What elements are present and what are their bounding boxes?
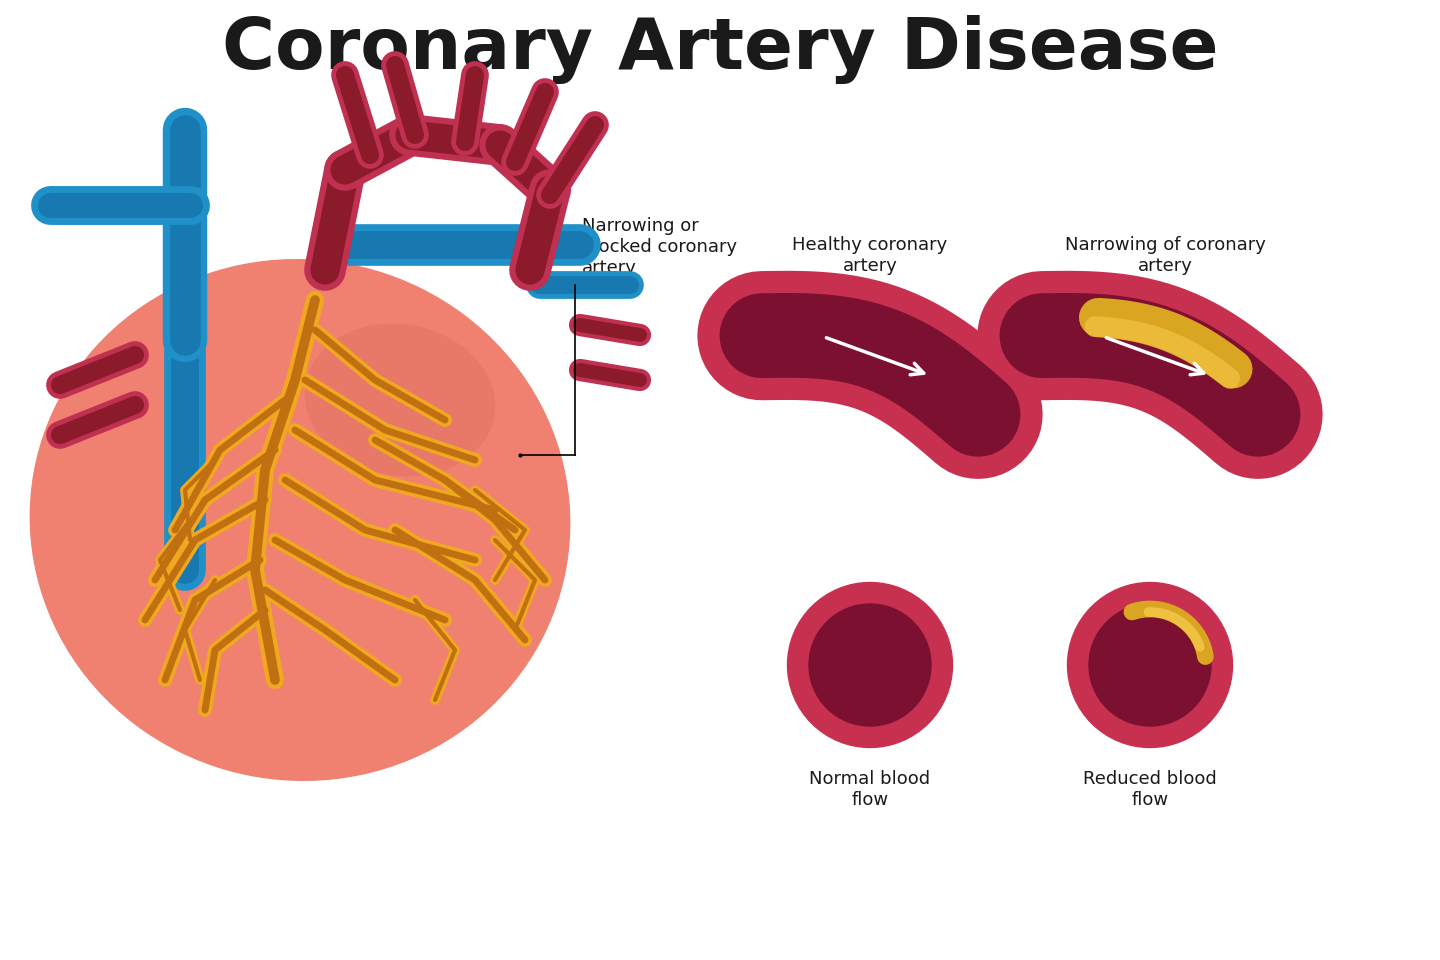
Ellipse shape <box>1067 583 1233 748</box>
Ellipse shape <box>1089 604 1211 726</box>
Ellipse shape <box>809 604 932 726</box>
Ellipse shape <box>107 298 333 463</box>
Text: Healthy coronary
artery: Healthy coronary artery <box>792 236 948 275</box>
Text: Narrowing of coronary
artery: Narrowing of coronary artery <box>1064 236 1266 275</box>
Text: Coronary Artery Disease: Coronary Artery Disease <box>222 15 1218 84</box>
Ellipse shape <box>30 260 570 780</box>
Ellipse shape <box>788 583 952 748</box>
Text: Narrowing or
blocked coronary
artery: Narrowing or blocked coronary artery <box>582 217 737 277</box>
Text: Normal blood
flow: Normal blood flow <box>809 770 930 808</box>
Text: Reduced blood
flow: Reduced blood flow <box>1083 770 1217 808</box>
Ellipse shape <box>305 324 494 476</box>
